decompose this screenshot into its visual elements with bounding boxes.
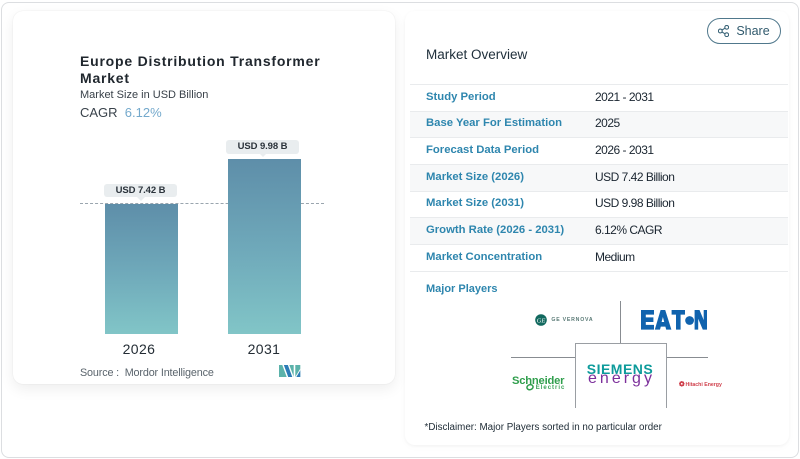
svg-text:GE: GE [537,317,546,324]
